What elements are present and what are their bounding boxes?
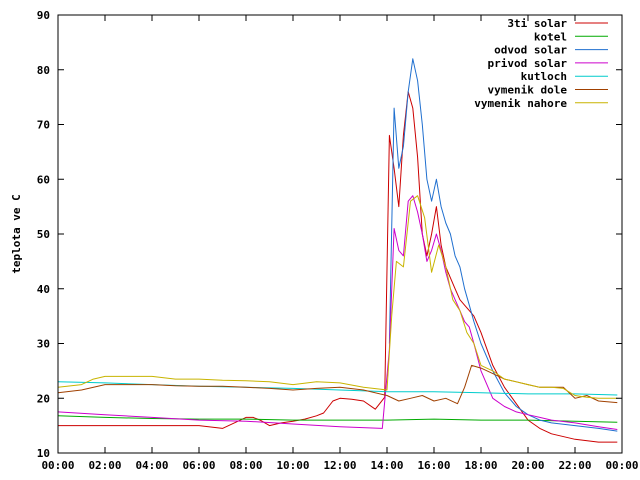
legend-label: kotel — [534, 30, 567, 43]
x-tick-label: 22:00 — [558, 459, 591, 472]
x-tick-label: 02:00 — [88, 459, 121, 472]
x-tick-label: 12:00 — [323, 459, 356, 472]
y-tick-label: 30 — [37, 338, 50, 351]
y-tick-label: 10 — [37, 447, 50, 460]
y-tick-label: 90 — [37, 9, 50, 22]
legend-label: vymenik nahore — [474, 97, 567, 110]
x-tick-label: 20:00 — [511, 459, 544, 472]
legend-label: odvod solar — [494, 44, 567, 57]
x-tick-label: 10:00 — [276, 459, 309, 472]
y-tick-label: 20 — [37, 392, 50, 405]
x-tick-label: 00:00 — [605, 459, 638, 472]
x-tick-label: 16:00 — [417, 459, 450, 472]
series-line-2 — [388, 58, 618, 432]
y-tick-label: 80 — [37, 64, 50, 77]
series-line-6 — [57, 195, 618, 399]
x-tick-label: 00:00 — [41, 459, 74, 472]
legend-label: 3ti solar — [507, 17, 567, 30]
x-tick-label: 14:00 — [370, 459, 403, 472]
legend-label: kutloch — [521, 70, 567, 83]
legend-label: vymenik dole — [488, 84, 568, 97]
y-tick-label: 40 — [37, 283, 50, 296]
y-axis-label: teplota ve C — [10, 194, 23, 273]
x-tick-label: 18:00 — [464, 459, 497, 472]
axis-ticks — [57, 14, 623, 454]
x-tick-label: 04:00 — [135, 459, 168, 472]
y-tick-label: 60 — [37, 173, 50, 186]
y-tick-label: 70 — [37, 119, 50, 132]
legend-label: privod solar — [488, 57, 568, 70]
plot-lines — [57, 58, 618, 443]
axis-tick-labels: 10 20 30 40 50 60 70 80 90 00:00 02:00 04:00 06:00 08… — [37, 9, 639, 472]
series-line-3 — [57, 195, 618, 430]
x-tick-label: 06:00 — [182, 459, 215, 472]
x-tick-label: 08:00 — [229, 459, 262, 472]
series-line-1 — [57, 415, 618, 423]
y-tick-label: 50 — [37, 228, 50, 241]
